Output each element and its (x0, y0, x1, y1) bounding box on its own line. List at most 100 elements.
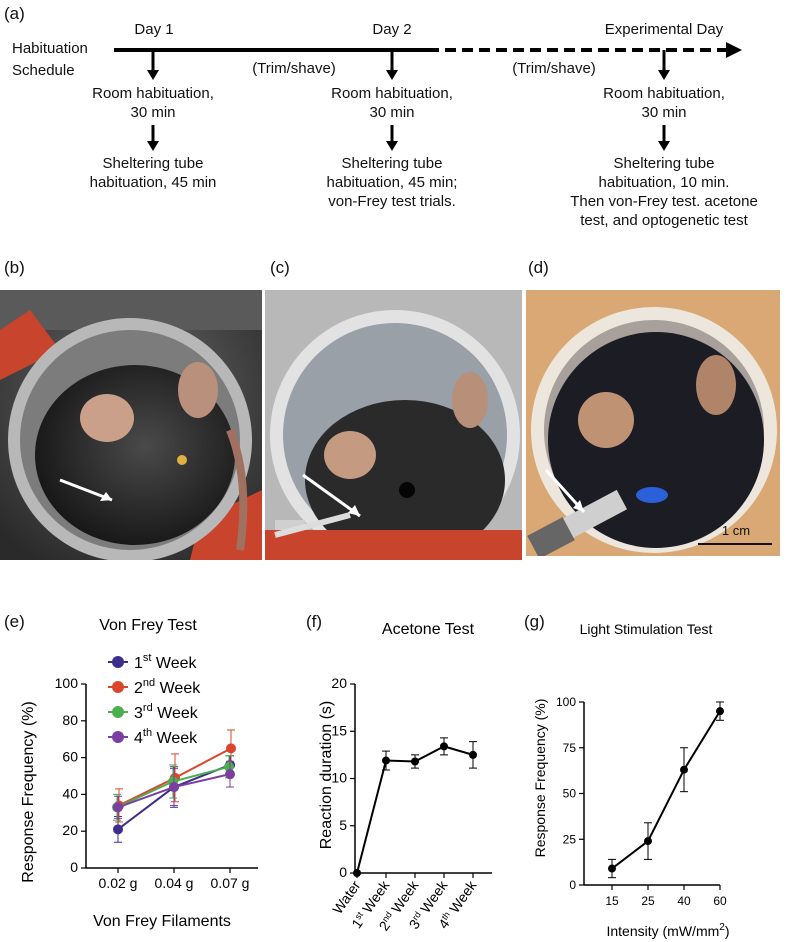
axes: 0 20 40 60 80 100 0.02 g 0.04 g 0.07 g (55, 675, 258, 891)
trim-shave-1: (Trim/shave) (252, 60, 336, 77)
day1-label: Day 1 (134, 21, 174, 38)
exp-step1-line: 30 min (641, 104, 687, 121)
legend-label-base: 1 (134, 655, 143, 672)
series-marks (112, 729, 236, 843)
data-point (440, 742, 448, 751)
y-tick-label: 100 (556, 695, 576, 709)
exp-step2: Sheltering tube habituation, 10 min. The… (558, 154, 770, 230)
legend-label: 1st Week (134, 652, 198, 672)
day1-step1: Room habituation, 30 min (73, 84, 233, 122)
scale-bar-label: 1 cm (721, 523, 751, 538)
y-tick-label: 0 (339, 864, 347, 880)
y-tick-label: 50 (563, 787, 577, 801)
day2-step1-line: 30 min (369, 104, 415, 121)
y-tick-label: 15 (331, 722, 347, 738)
y-tick-label: 80 (62, 712, 78, 728)
legend-label-sup: nd (143, 677, 155, 689)
legend-label-base: 2 (134, 680, 143, 697)
day2-step1: Room habituation, 30 min (312, 84, 472, 122)
chart-title: Von Frey Test (99, 617, 197, 634)
legend-label-base: 3 (134, 705, 143, 722)
day1-step1-line: Room habituation, (92, 85, 214, 102)
exp-step2-line: test, and optogenetic test (580, 212, 748, 229)
y-tick-label: 0 (70, 859, 78, 875)
x-tick-label-suffix: Week (444, 877, 480, 919)
chart-light-stimulation: Light Stimulation Test Response Frequenc… (532, 621, 730, 939)
data-point (169, 782, 179, 793)
trim-shave-2: (Trim/shave) (512, 60, 596, 77)
x-tick-label-sup: th (439, 910, 452, 922)
y-tick-label: 20 (331, 675, 347, 691)
x-tick-label-sup: st (353, 909, 365, 921)
y-tick-label: 10 (331, 770, 347, 786)
data-point (382, 756, 390, 765)
exp-step2-line: habituation, 10 min. (598, 174, 730, 191)
y-axis-label: Response Frequency (%) (20, 701, 37, 882)
data-point (113, 802, 123, 813)
photo-mouse-d: 1 cm (526, 290, 780, 556)
y-tick-label: 60 (62, 749, 78, 765)
exp-step2-line: Then von-Frey test. acetone (570, 193, 758, 210)
panel-label-e: (e) (4, 612, 25, 631)
series-marks (608, 701, 724, 879)
x-axis-label-sup: 2 (719, 922, 725, 933)
x-tick-label: 0.07 g (211, 875, 250, 891)
photo-mouse-c (265, 290, 522, 560)
x-axis-label-main: Intensity (mW/mm (606, 923, 719, 939)
y-axis-label: Reaction duration (s) (318, 701, 335, 850)
data-point (608, 864, 616, 873)
day2-step2-line: habituation, 45 min; (326, 174, 458, 191)
x-tick-label: 40 (677, 894, 691, 908)
legend-label-suffix: Week (155, 680, 201, 697)
data-point (411, 757, 419, 766)
legend-label-suffix: Week (153, 705, 199, 722)
data-point (225, 769, 235, 780)
x-axis-label: Intensity (mW/mm2) (606, 922, 729, 939)
legend-label: 4th Week (134, 727, 198, 747)
panel-label-a: (a) (4, 4, 25, 23)
day1-arrows (147, 50, 159, 151)
day1-step2-line: Sheltering tube (102, 155, 204, 172)
timeline-arrowhead (726, 42, 742, 58)
x-tick-label: 15 (605, 894, 619, 908)
panel-label-d: (d) (528, 258, 549, 277)
chart-von-frey: Von Frey Test Response Frequency (%) Von… (20, 617, 258, 930)
exp-arrows (658, 50, 670, 151)
schedule-title-line1: Habituation (12, 40, 88, 57)
data-point (716, 707, 724, 716)
data-point (644, 837, 652, 846)
x-axis-label: Von Frey Filaments (93, 913, 231, 930)
day2-step2-line: Sheltering tube (341, 155, 443, 172)
x-tick-label: 60 (713, 894, 727, 908)
day1-step2-line: habituation, 45 min (89, 174, 217, 191)
timeline-diagram (114, 42, 742, 151)
x-tick-label-sup: nd (380, 910, 394, 924)
day1-step1-line: 30 min (130, 104, 176, 121)
y-tick-label: 40 (62, 785, 78, 801)
legend-label-sup: rd (143, 702, 153, 714)
schedule-title-line2: Schedule (12, 62, 75, 79)
legend-label: 2nd Week (134, 677, 201, 697)
legend-label-sup: st (143, 652, 152, 664)
day2-step2-line: von-Frey test trials. (328, 193, 456, 210)
schedule-title: Habituation Schedule (12, 38, 88, 82)
panel-label-c: (c) (270, 258, 290, 277)
legend-label: 3rd Week (134, 702, 199, 722)
legend-label-suffix: Week (151, 655, 197, 672)
x-tick-label: 0.04 g (155, 875, 194, 891)
day2-step1-line: Room habituation, (331, 85, 453, 102)
data-point (353, 869, 361, 877)
chart-title: Light Stimulation Test (580, 621, 713, 637)
y-tick-label: 75 (563, 741, 577, 755)
y-tick-label: 0 (569, 878, 576, 892)
data-point (680, 765, 688, 774)
panel-label-f: (f) (306, 612, 323, 631)
x-tick-label: 0.02 g (99, 875, 138, 891)
x-tick-label: 25 (641, 894, 655, 908)
chart-area: Von Frey Test Response Frequency (%) Von… (20, 617, 730, 939)
series-marks (353, 737, 477, 877)
y-tick-label: 25 (563, 832, 577, 846)
y-tick-label: 100 (55, 675, 79, 691)
panel-label-b: (b) (4, 258, 25, 277)
